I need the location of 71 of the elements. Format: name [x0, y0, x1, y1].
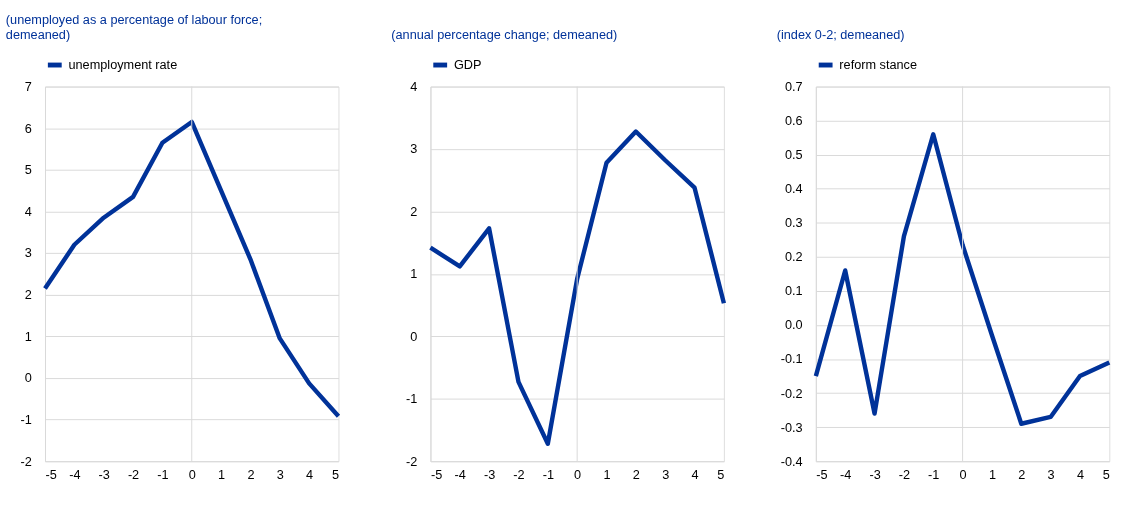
y-tick-label: 1	[410, 266, 418, 282]
x-tick-label: -1	[542, 467, 554, 483]
legend-label: GDP	[453, 56, 482, 72]
x-tick-label: 1	[988, 467, 996, 483]
y-tick-label: 0.4	[784, 181, 803, 197]
x-tick-label: 0	[574, 467, 582, 483]
x-tick-label: 1	[603, 467, 611, 483]
x-tick-label: -3	[483, 467, 496, 483]
y-tick-label: 0	[24, 370, 32, 386]
chart-title: (unemployed as a percentage of labour force; demeaned)	[5, 11, 263, 42]
y-tick-label: 0.6	[784, 113, 803, 129]
y-tick-label: 0.3	[784, 215, 803, 231]
y-tick-label: 0.2	[784, 249, 803, 265]
line-series	[42, 119, 341, 419]
y-tick-label: 2	[410, 203, 418, 219]
x-tick-label: 2	[247, 467, 255, 483]
y-tick-label: -0.4	[780, 453, 803, 469]
y-tick-label: 4	[410, 78, 418, 94]
x-tick-label: -4	[454, 467, 466, 483]
x-tick-label: 1	[218, 467, 226, 483]
y-tick-label: -0.3	[780, 419, 803, 435]
y-tick-label: 0.7	[784, 78, 803, 94]
x-tick-label: -1	[157, 467, 169, 483]
line-series	[813, 132, 1112, 426]
y-tick-label: 3	[24, 245, 32, 261]
x-tick-label: -3	[869, 467, 881, 483]
x-tick-label: -2	[513, 467, 525, 483]
x-tick-label: -5	[430, 467, 443, 483]
y-tick-label: 0.5	[784, 147, 803, 163]
x-tick-label: -2	[127, 467, 140, 483]
y-tick-label: 7	[24, 78, 32, 94]
y-tick-label: 0	[410, 328, 418, 344]
chart-title: (index 0-2; demeaned)	[776, 26, 905, 42]
x-tick-label: -3	[98, 467, 110, 483]
x-tick-label: 2	[632, 467, 640, 483]
x-tick-label: 4	[306, 467, 314, 483]
y-tick-label: -1	[20, 412, 32, 427]
x-tick-label: -4	[69, 467, 81, 483]
legend-label: unemployment rate	[68, 56, 178, 72]
x-tick-label: 5	[717, 467, 725, 483]
chart-title: (annual percentage change; demeaned)	[391, 26, 618, 42]
y-tick-label: 2	[24, 287, 32, 303]
x-tick-label: 0	[188, 467, 196, 483]
y-tick-label: -0.2	[780, 385, 803, 401]
x-tick-label: 4	[691, 467, 699, 483]
y-tick-label: -2	[20, 453, 32, 469]
x-tick-label: -1	[928, 467, 940, 483]
x-tick-label: 0	[959, 467, 967, 483]
legend-label: reform stance	[839, 56, 917, 72]
x-tick-label: 3	[662, 467, 670, 483]
x-tick-label: -5	[45, 467, 57, 483]
x-tick-label: -4	[840, 467, 852, 483]
y-tick-label: 4	[24, 203, 32, 219]
y-tick-label: -0.1	[780, 351, 803, 367]
x-tick-label: 2	[1018, 467, 1026, 483]
y-tick-label: -1	[405, 391, 418, 407]
line-series	[428, 129, 727, 446]
x-tick-label: 3	[1047, 467, 1055, 483]
x-tick-label: 5	[1102, 467, 1110, 483]
y-tick-label: 6	[24, 120, 32, 136]
x-tick-label: 3	[276, 467, 284, 483]
x-tick-label: -5	[816, 467, 828, 483]
y-tick-label: 1	[24, 328, 32, 344]
y-tick-label: 0.0	[784, 317, 803, 333]
x-tick-label: -2	[898, 467, 911, 483]
x-tick-label: 4	[1076, 467, 1085, 483]
y-tick-label: 0.1	[784, 283, 803, 299]
y-tick-label: 3	[410, 141, 418, 157]
y-tick-label: -2	[405, 453, 418, 469]
y-tick-label: 5	[24, 162, 32, 178]
x-tick-label: 5	[331, 467, 339, 483]
